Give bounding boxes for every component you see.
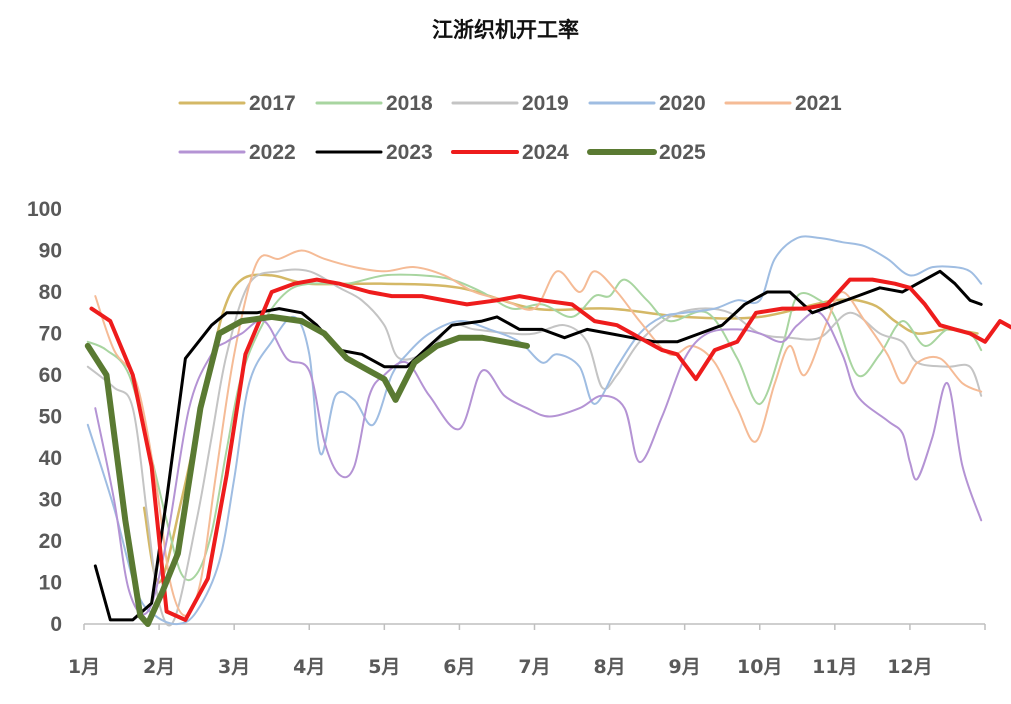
x-tick-label: 12月 bbox=[887, 656, 932, 678]
y-tick-label: 50 bbox=[39, 406, 62, 429]
y-tick-label: 30 bbox=[39, 489, 62, 512]
series-lines bbox=[84, 235, 1011, 627]
y-tick-label: 10 bbox=[39, 572, 62, 595]
legend-label-2023: 2023 bbox=[386, 141, 433, 164]
x-tick-label: 8月 bbox=[593, 656, 625, 678]
y-tick-label: 60 bbox=[39, 364, 62, 387]
series-line-2017 bbox=[142, 273, 979, 584]
legend-label-2025: 2025 bbox=[659, 141, 706, 164]
series-line-2021 bbox=[94, 249, 983, 617]
chart-title: 江浙织机开工率 bbox=[432, 17, 579, 42]
x-tick-label: 5月 bbox=[368, 656, 400, 678]
x-tick-label: 6月 bbox=[443, 656, 475, 678]
series-line-2024 bbox=[89, 277, 1011, 622]
legend-label-2024: 2024 bbox=[522, 141, 569, 164]
legend-label-2020: 2020 bbox=[659, 92, 706, 115]
y-tick-label: 40 bbox=[39, 447, 62, 470]
y-tick-label: 80 bbox=[39, 281, 62, 304]
legend-label-2017: 2017 bbox=[249, 92, 296, 115]
x-tick-label: 2月 bbox=[143, 656, 175, 678]
x-tick-label: 9月 bbox=[669, 656, 701, 678]
series-line-2025 bbox=[84, 313, 530, 627]
series-line-2018 bbox=[86, 273, 983, 582]
legend-label-2021: 2021 bbox=[795, 92, 842, 115]
x-tick-label: 1月 bbox=[68, 656, 100, 678]
series-line-2022 bbox=[94, 310, 983, 616]
y-axis-labels: 0 10 20 30 40 50 60 70 80 90 100 bbox=[27, 198, 62, 636]
legend: 2017 2018 2019 2020 2021 2022 2023 2024 2025 bbox=[178, 92, 842, 164]
y-tick-label: 70 bbox=[39, 323, 62, 346]
legend-label-2018: 2018 bbox=[386, 92, 433, 115]
x-tick-label: 4月 bbox=[293, 656, 325, 678]
legend-label-2022: 2022 bbox=[249, 141, 296, 164]
y-tick-label: 90 bbox=[39, 240, 62, 263]
y-tick-label: 20 bbox=[39, 530, 62, 553]
x-tick-label: 10月 bbox=[737, 656, 782, 678]
x-tick-label: 11月 bbox=[812, 656, 857, 678]
y-tick-label: 100 bbox=[27, 198, 62, 221]
x-axis: 1月 2月 3月 4月 5月 6月 7月 8月 9月 10月 11月 12月 bbox=[68, 623, 986, 678]
x-tick-label: 7月 bbox=[518, 656, 550, 678]
y-tick-label: 0 bbox=[50, 613, 62, 636]
x-tick-label: 3月 bbox=[218, 656, 250, 678]
series-line-2023 bbox=[93, 269, 983, 622]
legend-label-2019: 2019 bbox=[522, 92, 569, 115]
series-line-2019 bbox=[86, 268, 983, 627]
